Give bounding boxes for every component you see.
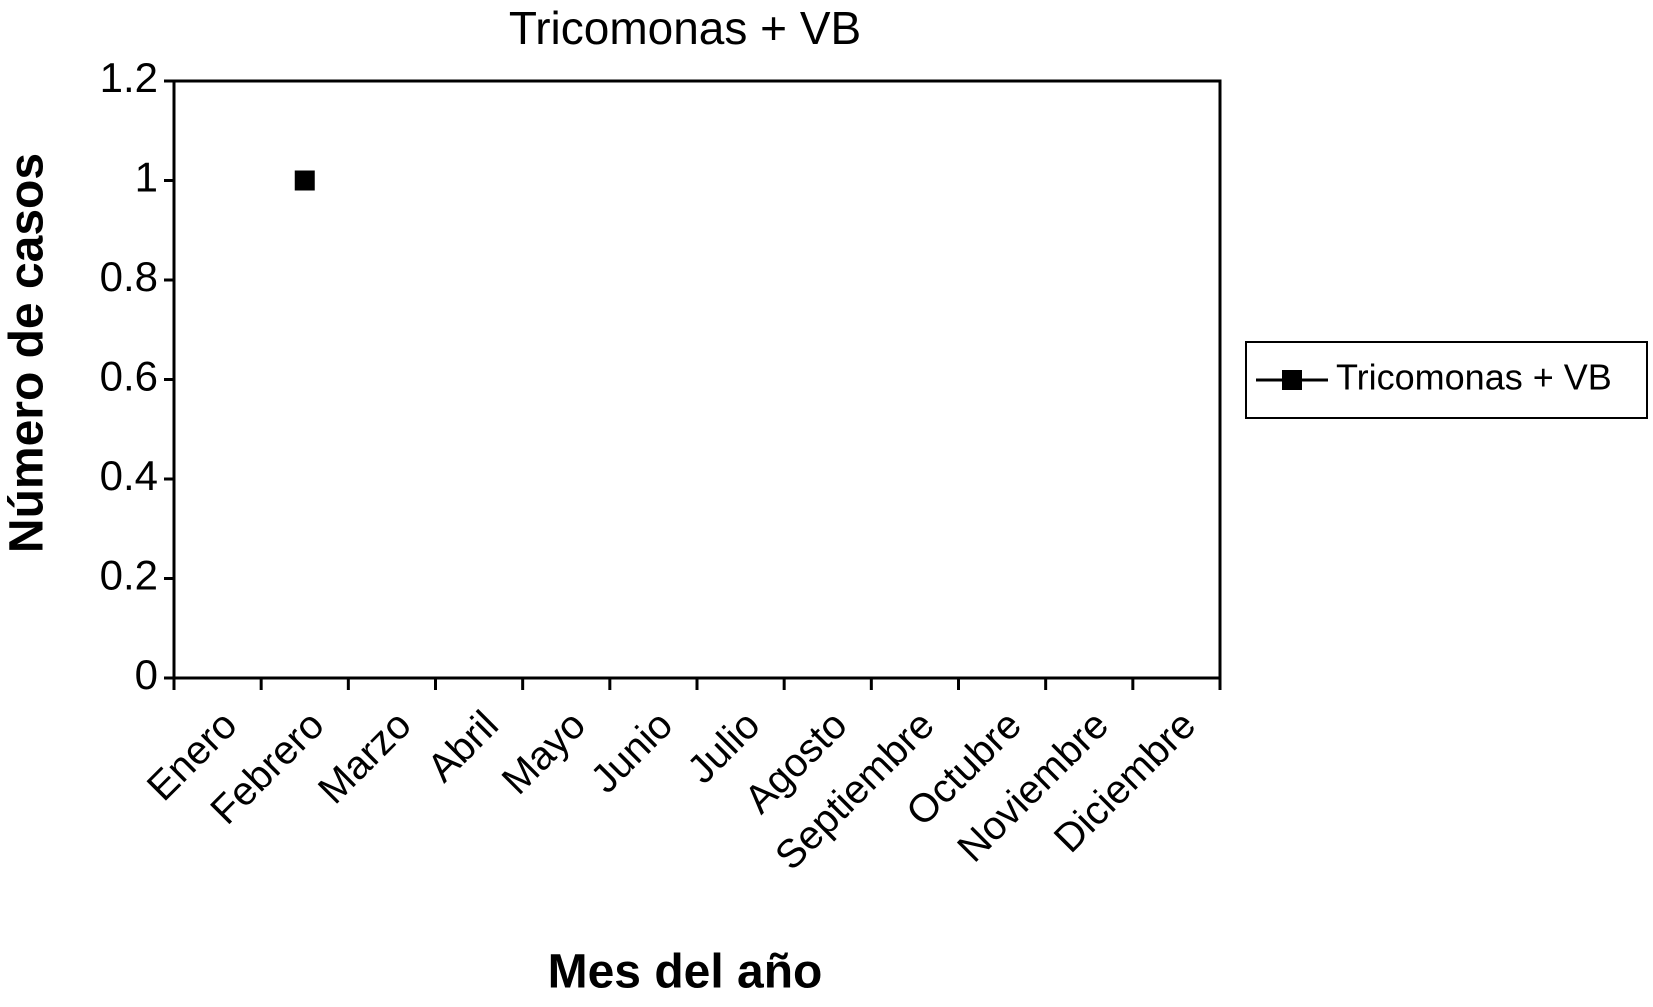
y-axis-title: Número de casos (1, 153, 54, 553)
y-tick-label: 0.8 (100, 253, 158, 300)
x-tick-label: Junio (583, 703, 682, 802)
y-tick-label: 0 (135, 651, 158, 698)
legend-label: Tricomonas + VB (1336, 357, 1612, 398)
x-axis-title: Mes del año (548, 946, 823, 999)
plot-frame (172, 79, 1222, 680)
chart-title: Tricomonas + VB (509, 2, 861, 54)
y-tick-label: 0.6 (100, 353, 158, 400)
x-tick-label: Abril (419, 703, 507, 791)
x-tick-label: Marzo (310, 703, 420, 813)
x-tick-label: Mayo (494, 703, 594, 803)
point-marker (294, 170, 315, 191)
y-tick-label: 1 (135, 154, 158, 201)
legend-marker (1282, 370, 1302, 390)
y-tick-label: 0.2 (100, 552, 158, 599)
y-tick-label: 1.2 (100, 54, 158, 101)
y-tick-label: 0.4 (100, 452, 158, 499)
